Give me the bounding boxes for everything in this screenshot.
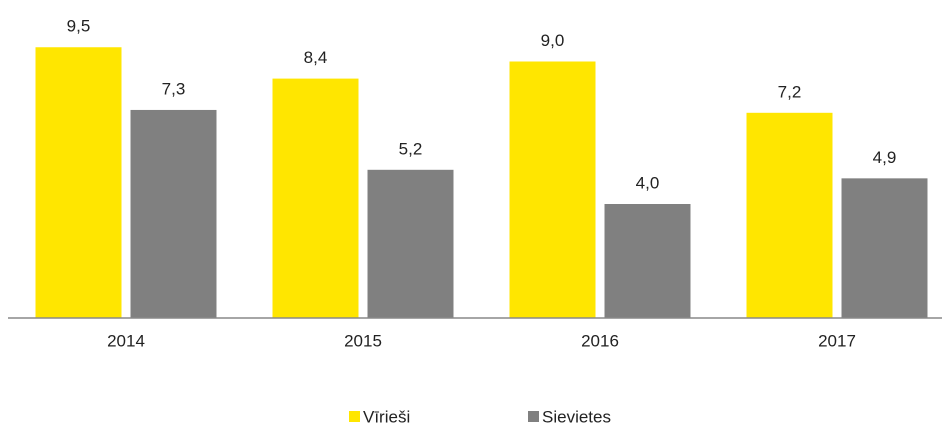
legend-label: Vīrieši [363, 407, 410, 425]
x-tick-label: 2014 [107, 331, 145, 350]
bar [746, 112, 833, 318]
legend-label: Sievietes [542, 407, 611, 425]
bar [272, 78, 359, 318]
bar [35, 47, 122, 318]
x-tick-label: 2017 [818, 331, 856, 350]
value-label: 9,5 [67, 17, 91, 36]
bar [509, 61, 596, 318]
value-label: 8,4 [304, 48, 328, 67]
value-label: 4,9 [873, 148, 897, 167]
value-label: 9,0 [541, 31, 565, 50]
value-label: 5,2 [399, 139, 423, 158]
legend-swatch [528, 411, 539, 422]
bar [841, 178, 928, 318]
x-tick-label: 2015 [344, 331, 382, 350]
bar [604, 204, 691, 318]
value-label: 7,2 [778, 82, 802, 101]
bar [367, 169, 454, 318]
value-label: 7,3 [162, 79, 186, 98]
bar [130, 109, 217, 318]
value-label: 4,0 [636, 173, 660, 192]
legend-swatch [349, 411, 360, 422]
x-tick-label: 2016 [581, 331, 619, 350]
